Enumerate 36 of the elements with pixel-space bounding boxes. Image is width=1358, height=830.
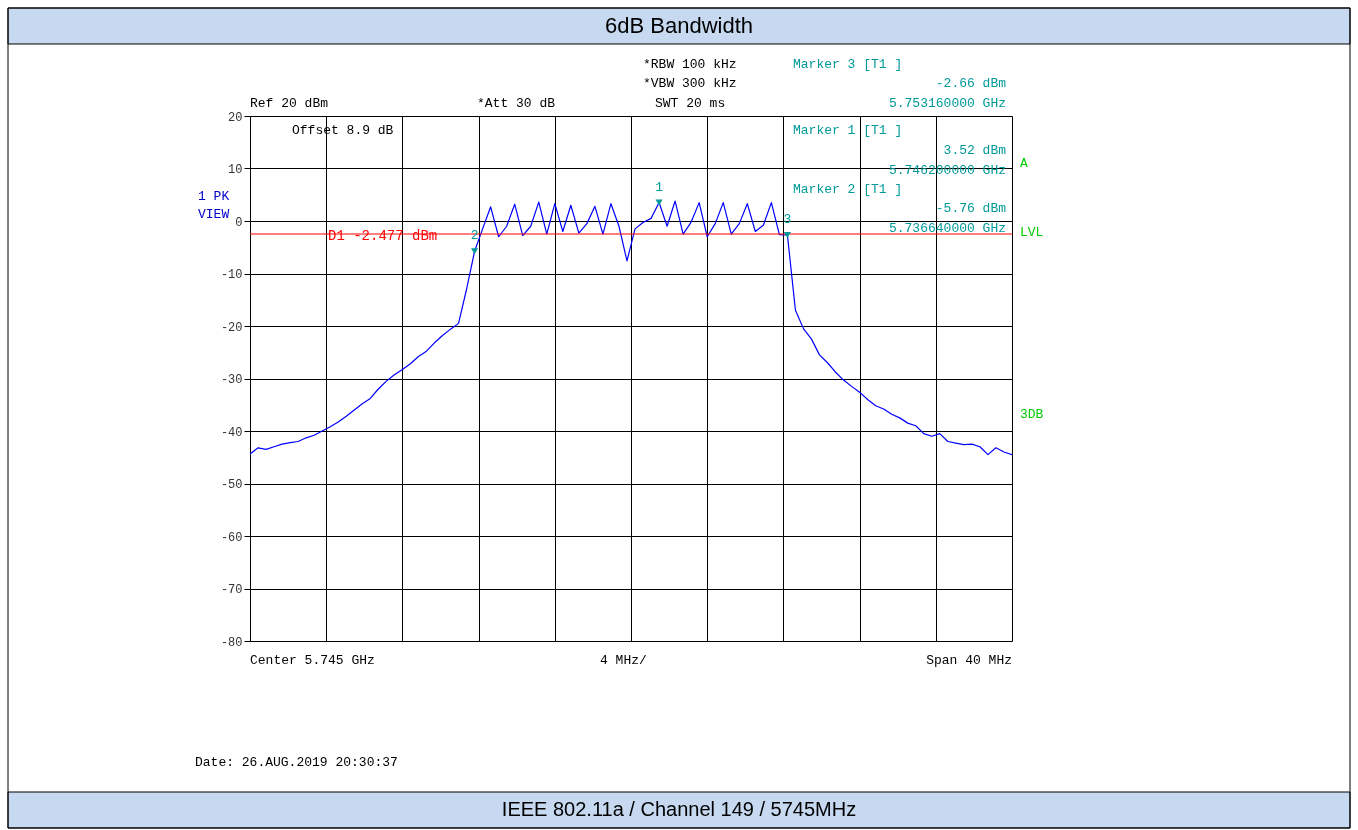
- text: SWT 20 ms: [655, 96, 726, 111]
- y-tick-label: 10: [228, 163, 243, 177]
- text: *Att 30 dB: [477, 96, 556, 111]
- text: Marker 3 [T1 ]: [793, 57, 903, 72]
- y-tick-label: -30: [220, 373, 243, 387]
- text: IEEE 802.11a / Channel 149 / 5745MHz: [501, 798, 857, 820]
- y-tick-label: -40: [220, 425, 243, 440]
- text: VIEW: [198, 207, 230, 222]
- text: Date: 26.AUG.2019 20:30:37: [195, 755, 398, 770]
- y-tick-label: -50: [220, 478, 243, 492]
- y-tick-label: -70: [220, 583, 243, 597]
- text: LVL: [1020, 225, 1044, 240]
- text: -2.66 dBm: [935, 76, 1007, 91]
- annotation: -5.76 dBm: [935, 201, 1007, 216]
- y-tick-label: -10: [220, 268, 243, 282]
- annotation: Marker 1 [T1 ]: [793, 123, 903, 138]
- text: 1 PK: [198, 189, 230, 204]
- text: 4 MHz/: [600, 653, 648, 668]
- text: 5.753160000 GHz: [888, 96, 1006, 111]
- y-tick-label: -20: [220, 320, 243, 335]
- text: 3DB: [1020, 407, 1044, 422]
- y-tick-label: 20: [228, 110, 243, 125]
- text: Ref 20 dBm: [250, 96, 329, 111]
- text: A: [1020, 156, 1028, 171]
- y-tick-label: -80: [220, 635, 243, 650]
- annotation: Marker 2 [T1 ]: [793, 182, 903, 197]
- text: Center 5.745 GHz: [250, 653, 375, 668]
- y-tick-label: -60: [220, 530, 243, 545]
- chart-title: 6dB Bandwidth: [605, 13, 753, 38]
- text: Span 40 MHz: [926, 653, 1012, 668]
- text: *VBW 300 kHz: [643, 76, 737, 91]
- annotation: 2: [470, 228, 479, 244]
- annotation: 3.52 dBm: [943, 143, 1007, 158]
- annotation: 1: [655, 179, 664, 195]
- text: *RBW 100 kHz: [643, 57, 737, 72]
- y-tick-label: 0: [235, 215, 243, 230]
